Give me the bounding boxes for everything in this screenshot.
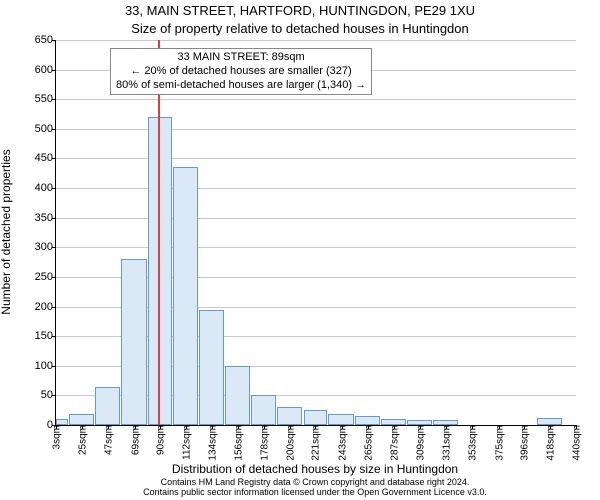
histogram-bar <box>355 416 380 425</box>
x-tick-label: 287sqm <box>390 425 401 461</box>
y-tick-label: 100 <box>35 360 56 372</box>
x-tick-label: 331sqm <box>442 425 453 461</box>
y-tick-label: 400 <box>35 182 56 194</box>
annotation-line1: 33 MAIN STREET: 89sqm <box>116 51 366 65</box>
y-axis-label: Number of detached properties <box>0 149 13 314</box>
y-tick-label: 550 <box>35 93 56 105</box>
grid-line <box>56 99 576 100</box>
histogram-bar <box>199 310 224 426</box>
x-tick-label: 309sqm <box>416 425 427 461</box>
y-tick-label: 300 <box>35 241 56 253</box>
y-tick-label: 200 <box>35 301 56 313</box>
grid-line <box>56 247 576 248</box>
x-tick-label: 134sqm <box>207 425 218 461</box>
y-tick-label: 500 <box>35 123 56 135</box>
y-tick-label: 650 <box>35 34 56 46</box>
chart-title-main: 33, MAIN STREET, HARTFORD, HUNTINGDON, P… <box>0 3 600 18</box>
grid-line <box>56 188 576 189</box>
plot-area: 0501001502002503003504004505005506006503… <box>55 40 576 426</box>
x-tick-label: 90sqm <box>155 425 166 455</box>
histogram-bar <box>537 418 562 425</box>
annotation-box: 33 MAIN STREET: 89sqm ← 20% of detached … <box>110 48 372 95</box>
x-tick-label: 396sqm <box>519 425 530 461</box>
x-tick-label: 178sqm <box>260 425 271 461</box>
histogram-bar <box>121 259 146 425</box>
x-tick-label: 221sqm <box>311 425 322 461</box>
histogram-bar <box>277 407 302 425</box>
histogram-bar <box>69 414 94 425</box>
x-tick-label: 47sqm <box>104 425 115 455</box>
y-tick-label: 50 <box>41 389 56 401</box>
x-tick-label: 112sqm <box>181 425 192 460</box>
grid-line <box>56 158 576 159</box>
grid-line <box>56 218 576 219</box>
x-tick-label: 156sqm <box>234 425 245 461</box>
x-tick-label: 25sqm <box>78 425 89 455</box>
grid-line <box>56 40 576 41</box>
footer: Contains HM Land Registry data © Crown c… <box>55 478 575 498</box>
x-tick-label: 243sqm <box>337 425 348 461</box>
histogram-bar <box>328 414 353 425</box>
x-axis-label: Distribution of detached houses by size … <box>55 462 575 476</box>
x-tick-label: 200sqm <box>286 425 297 461</box>
y-tick-label: 350 <box>35 212 56 224</box>
x-tick-label: 375sqm <box>494 425 505 461</box>
histogram-bar <box>304 410 328 425</box>
y-tick-label: 450 <box>35 152 56 164</box>
histogram-bar <box>95 387 120 426</box>
annotation-line2: ← 20% of detached houses are smaller (32… <box>116 65 366 79</box>
y-tick-label: 150 <box>35 330 56 342</box>
x-tick-label: 265sqm <box>363 425 374 461</box>
histogram-bar <box>173 167 198 425</box>
histogram-bar <box>225 366 250 425</box>
annotation-line3: 80% of semi-detached houses are larger (… <box>116 79 366 93</box>
histogram-bar <box>251 395 276 425</box>
x-tick-label: 440sqm <box>572 425 583 461</box>
y-tick-label: 250 <box>35 271 56 283</box>
x-tick-label: 418sqm <box>545 425 556 461</box>
x-tick-label: 3sqm <box>52 425 63 449</box>
y-tick-label: 600 <box>35 64 56 76</box>
chart-container: 33, MAIN STREET, HARTFORD, HUNTINGDON, P… <box>0 0 600 500</box>
x-tick-label: 353sqm <box>468 425 479 461</box>
reference-line <box>158 40 160 425</box>
chart-subtitle: Size of property relative to detached ho… <box>0 21 600 36</box>
x-tick-label: 69sqm <box>130 425 141 455</box>
grid-line <box>56 129 576 130</box>
footer-line2: Contains public sector information licen… <box>55 488 575 498</box>
